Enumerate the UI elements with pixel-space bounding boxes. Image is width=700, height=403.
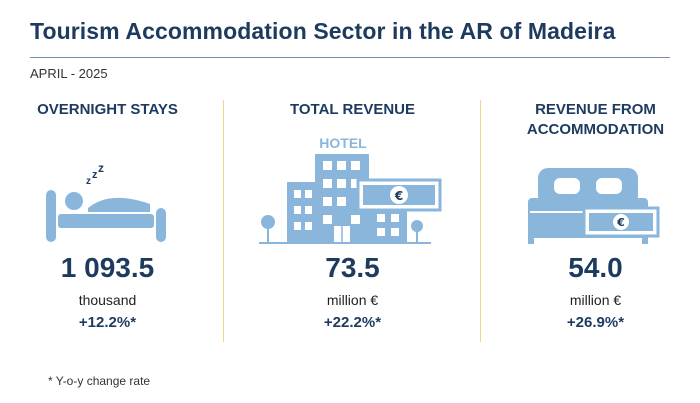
bed-money-icon: € bbox=[528, 168, 660, 244]
euro-badge: € bbox=[394, 189, 403, 203]
indicator-total-revenue: TOTAL REVENUE HOTEL € bbox=[245, 100, 460, 340]
total-revenue-value: 73.5 bbox=[325, 252, 380, 283]
indicator-heading: OVERNIGHT STAYS bbox=[37, 101, 178, 118]
period-label: APRIL - 2025 bbox=[30, 66, 108, 81]
column-divider bbox=[480, 100, 481, 342]
indicator-heading: TOTAL REVENUE bbox=[289, 101, 416, 118]
total-revenue-change: +22.2%* bbox=[323, 314, 382, 331]
euro-badge: € bbox=[616, 216, 625, 229]
sleeping-person-icon: z z z bbox=[46, 164, 166, 242]
overnight-stays-value: 1 093.5 bbox=[60, 252, 155, 283]
hotel-sign-label: HOTEL bbox=[319, 135, 367, 151]
total-revenue-unit: million € bbox=[326, 292, 379, 308]
svg-text:z: z bbox=[98, 164, 104, 175]
overnight-stays-change: +12.2%* bbox=[78, 314, 137, 331]
indicator-heading: REVENUE FROM ACCOMMODATION bbox=[526, 101, 665, 138]
overnight-stays-unit: thousand bbox=[78, 292, 137, 308]
indicator-revenue-accommodation: REVENUE FROM ACCOMMODATION € 54.0 millio… bbox=[488, 100, 700, 340]
hotel-building-icon: HOTEL € bbox=[259, 135, 442, 244]
page-title: Tourism Accommodation Sector in the AR o… bbox=[30, 18, 616, 44]
indicator-overnight-stays: OVERNIGHT STAYS z z z 1 093.5 thousand +… bbox=[0, 100, 215, 340]
revenue-accommodation-unit: million € bbox=[569, 292, 622, 308]
column-divider bbox=[223, 100, 224, 342]
svg-text:z: z bbox=[92, 169, 98, 181]
footnote: * Y-o-y change rate bbox=[48, 374, 151, 388]
title-divider bbox=[30, 57, 670, 58]
revenue-accommodation-change: +26.9%* bbox=[566, 314, 625, 331]
svg-text:z: z bbox=[86, 176, 91, 187]
revenue-accommodation-value: 54.0 bbox=[568, 252, 623, 283]
